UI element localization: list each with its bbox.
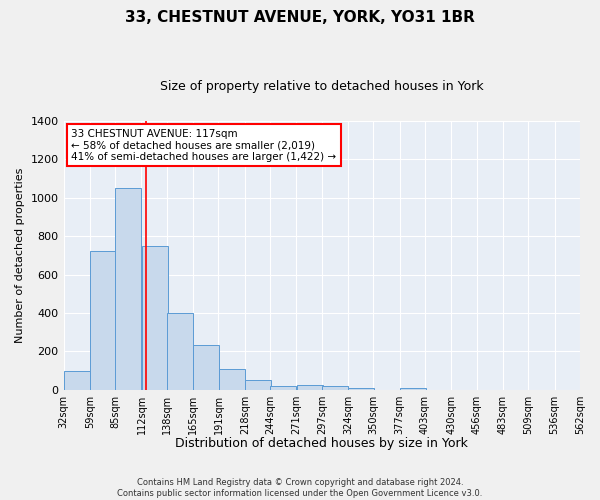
- Title: Size of property relative to detached houses in York: Size of property relative to detached ho…: [160, 80, 484, 93]
- Bar: [142, 246, 167, 390]
- Bar: [115, 188, 141, 390]
- Bar: [167, 313, 193, 390]
- Bar: [245, 380, 271, 390]
- Text: Contains HM Land Registry data © Crown copyright and database right 2024.
Contai: Contains HM Land Registry data © Crown c…: [118, 478, 482, 498]
- Text: 33, CHESTNUT AVENUE, YORK, YO31 1BR: 33, CHESTNUT AVENUE, YORK, YO31 1BR: [125, 10, 475, 25]
- Text: 33 CHESTNUT AVENUE: 117sqm
← 58% of detached houses are smaller (2,019)
41% of s: 33 CHESTNUT AVENUE: 117sqm ← 58% of deta…: [71, 128, 337, 162]
- Y-axis label: Number of detached properties: Number of detached properties: [15, 168, 25, 343]
- Bar: [400, 388, 426, 390]
- Bar: [193, 345, 219, 390]
- Bar: [64, 370, 89, 390]
- Bar: [322, 386, 348, 390]
- Bar: [219, 369, 245, 390]
- X-axis label: Distribution of detached houses by size in York: Distribution of detached houses by size …: [175, 437, 468, 450]
- Bar: [349, 388, 374, 390]
- Bar: [296, 384, 323, 390]
- Bar: [90, 252, 116, 390]
- Bar: [271, 386, 296, 390]
